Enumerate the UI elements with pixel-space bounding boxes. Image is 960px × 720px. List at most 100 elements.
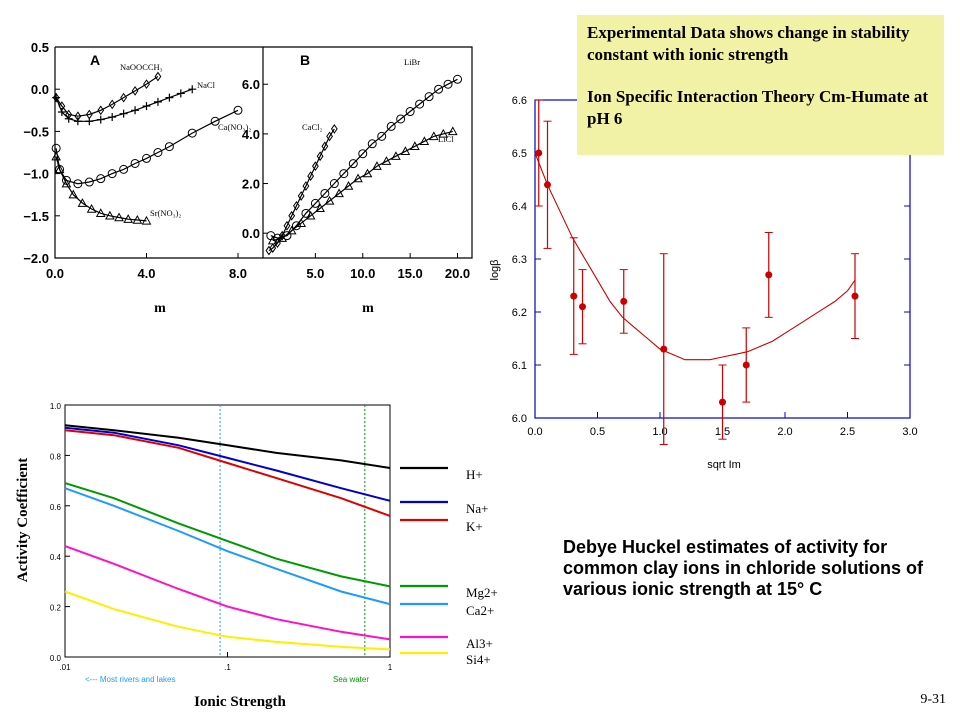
log-beta-chart: 6.06.16.26.36.46.56.60.0 0.5 1.0 1.5 2.0 2.5 3… [490,95,918,471]
data-point [286,225,297,235]
series-line [64,482,391,588]
axis-frame [262,46,473,259]
data-point [443,79,453,89]
series-line [64,426,391,502]
tick-label: 10.0 [350,266,375,281]
tick-label: 6.4 [512,201,527,213]
data-point [132,214,143,224]
data-point [176,89,185,98]
data-point [297,191,305,201]
axis-label: logβ [490,259,501,280]
data-point [123,214,134,223]
data-point [453,74,463,84]
fit-curve [534,152,856,361]
series-label: NaCl [197,80,216,90]
series-label: Ca(NO₃)₂ [218,122,251,132]
plot-frame [64,404,391,658]
data-point [419,136,430,146]
series-label: Sr(NO₃)₂ [150,208,181,218]
data-point [96,115,105,124]
data-point [105,210,115,220]
data-point [114,212,124,222]
data-point [424,92,434,102]
data-point [86,204,97,213]
data-point [447,126,458,136]
data-point [330,124,338,134]
data-point [77,198,88,207]
data-point [57,107,66,116]
notes-box: Experimental Data shows change in stabil… [577,15,944,155]
data-point [742,361,750,369]
data-point [851,292,859,300]
data-point [348,159,358,169]
data-point [84,177,94,187]
data-point [141,215,152,225]
data-point [154,71,162,82]
tick-label: 6.1 [512,360,527,372]
data-point [64,114,73,123]
data-point [620,297,628,305]
tick-label: 0.5 [31,40,49,55]
series-line [64,590,391,651]
tick-label: −2.0 [23,251,49,266]
data-point [310,198,320,208]
annotation: <--- Most rivers and lakes [85,675,175,684]
tick-label: 0.0 [242,226,260,241]
data-point [153,97,162,106]
data-point [311,161,319,172]
tick-label: 5.0 [306,266,324,281]
tick-label: 0.4 [50,553,62,562]
series-label: LiCl [438,134,454,144]
panel-b: 6.0 4.0 2.0 0.0 5.0 10.0 15.0 20.0 m B LiBr LiCl CaC… [242,52,470,316]
axis-label: sqrt Im [707,459,741,471]
tick-label: 1 [388,663,393,672]
tick-label: .01 [59,663,71,672]
tick-label: 4.0 [242,127,260,142]
data-point [95,208,106,217]
data-point [187,128,197,138]
data-point [765,271,773,279]
axis-label: Activity Coefficient [15,458,31,583]
tick-label: 3.0 [902,426,917,438]
caption: Debye Huckel estimates of activity for c… [563,537,924,599]
annotation: Sea water [333,675,369,684]
tick-label: 2.0 [777,426,792,438]
tick-label: 20.0 [445,266,470,281]
data-point [291,221,301,231]
data-point [535,149,543,157]
data-point [54,164,65,174]
data-point [339,169,349,179]
series-line [272,130,453,242]
data-point [269,243,277,253]
series-label: NaOOCCH₃ [120,62,163,72]
tick-label: 6.5 [512,148,527,160]
legend-label: Si4+ [466,652,491,667]
activity-coefficient-chart: 0.0 0.2 0.4 0.6 0.8 1.0 .01 .1 1 <--- Most rivers… [15,402,498,710]
data-point [329,179,339,189]
tick-label: 6.0 [242,77,260,92]
data-point [97,105,105,116]
tick-label: 1.0 [652,426,667,438]
data-point [305,210,316,220]
tick-label: .1 [224,663,231,672]
tick-label: −1.0 [23,167,49,182]
data-point [415,99,425,109]
data-point [68,189,79,199]
tick-label: 0.0 [31,82,49,97]
data-point [73,179,83,189]
tick-label: 0.0 [46,266,64,281]
axis-label: m [362,301,374,316]
axis-label: Ionic Strength [194,694,286,710]
data-point [274,238,281,248]
series-line [64,487,391,606]
data-point [108,113,117,122]
data-point [119,109,128,118]
data-point [153,148,163,157]
data-point [107,169,117,179]
data-point [367,139,377,149]
legend-label: Mg2+ [466,585,498,600]
data-point [131,86,139,96]
data-point [188,85,197,94]
data-point [321,141,329,152]
data-point [579,303,586,311]
